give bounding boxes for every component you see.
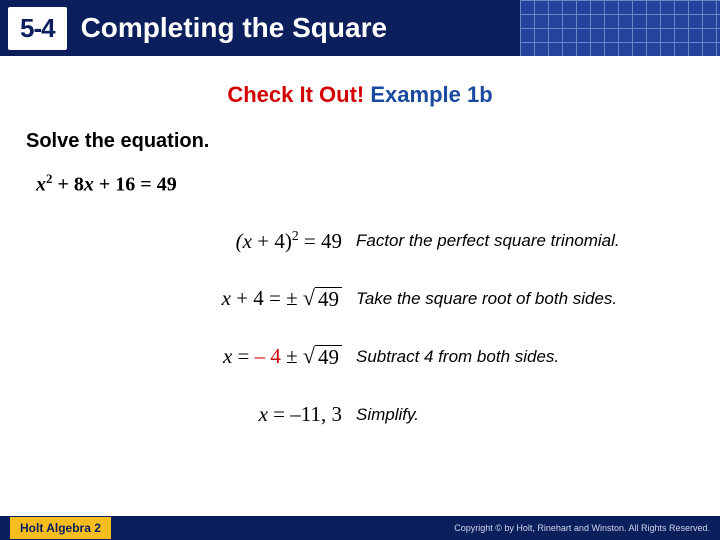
main-equation: x2 + 8x + 16 = 49: [36, 171, 694, 197]
footer-bar: Holt Algebra 2 Copyright © by Holt, Rine…: [0, 516, 720, 540]
step-equation: (x + 4)2 = 49: [26, 228, 356, 254]
step-row: (x + 4)2 = 49 Factor the perfect square …: [26, 225, 694, 257]
step-row: x = – 4 ± √49 Subtract 4 from both sides…: [26, 341, 694, 373]
check-it-out-label: Check It Out!: [227, 82, 364, 107]
sqrt-icon: √49: [303, 287, 342, 311]
example-label: Example 1b: [370, 82, 492, 107]
step-explanation: Take the square root of both sides.: [356, 289, 694, 309]
step-equation: x = –11, 3: [26, 402, 356, 427]
lesson-number-box: 5-4: [8, 7, 67, 50]
footer-book-title: Holt Algebra 2: [10, 517, 111, 539]
step-explanation: Simplify.: [356, 405, 694, 425]
slide-content: Check It Out! Example 1b Solve the equat…: [0, 56, 720, 431]
step-row: x + 4 = ± √49 Take the square root of bo…: [26, 283, 694, 315]
step-equation: x + 4 = ± √49: [26, 286, 356, 311]
check-it-out-heading: Check It Out! Example 1b: [26, 82, 694, 108]
step-explanation: Factor the perfect square trinomial.: [356, 231, 694, 251]
footer-copyright: Copyright © by Holt, Rinehart and Winsto…: [454, 523, 710, 533]
instruction-text: Solve the equation.: [26, 130, 694, 153]
step-row: x = –11, 3 Simplify.: [26, 399, 694, 431]
step-explanation: Subtract 4 from both sides.: [356, 347, 694, 367]
header-bar: 5-4 Completing the Square: [0, 0, 720, 56]
sqrt-icon: √49: [303, 345, 342, 369]
lesson-title: Completing the Square: [81, 12, 387, 44]
step-equation: x = – 4 ± √49: [26, 344, 356, 369]
header-grid-decoration: [520, 0, 720, 56]
